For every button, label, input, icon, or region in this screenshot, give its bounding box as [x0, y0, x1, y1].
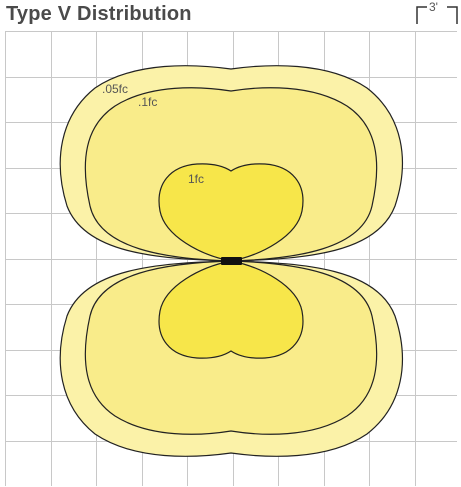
contour-label-005fc: .05fc [102, 82, 128, 96]
scale-label: 3' [429, 0, 438, 14]
fixture-marker [221, 257, 242, 265]
contour-label-01fc: .1fc [138, 95, 157, 109]
distribution-svg: .05fc .1fc 1fc [5, 31, 457, 486]
scale-bracket [416, 6, 458, 24]
distribution-plot: .05fc .1fc 1fc [5, 31, 457, 486]
scale-indicator: 3' [416, 0, 458, 25]
diagram-title: Type V Distribution [6, 3, 192, 25]
contour-label-1fc: 1fc [188, 172, 204, 186]
